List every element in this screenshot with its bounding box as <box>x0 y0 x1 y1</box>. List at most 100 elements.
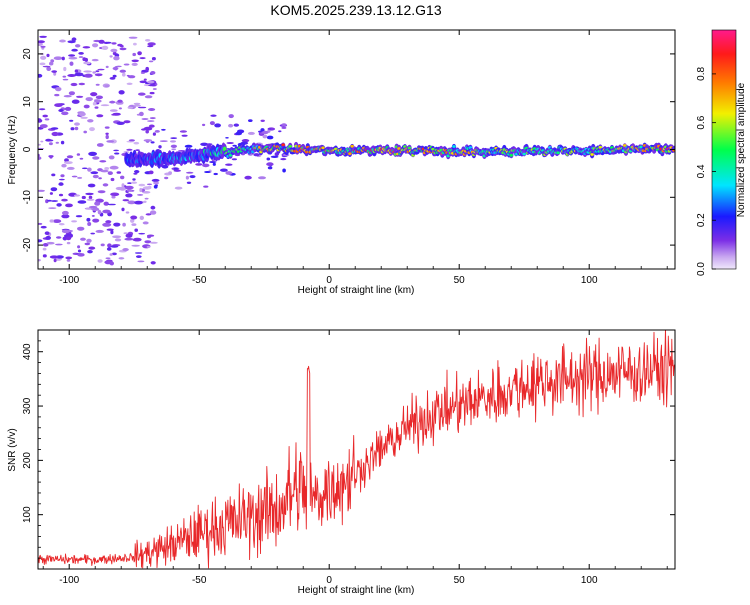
noise-speckle <box>94 73 103 77</box>
noise-speckle <box>100 243 105 247</box>
noise-speckle <box>98 177 102 180</box>
noise-speckle <box>158 145 162 149</box>
noise-speckle <box>62 75 67 78</box>
y-tick-label: -10 <box>22 190 33 205</box>
noise-speckle <box>137 194 144 196</box>
noise-speckle <box>119 69 127 73</box>
noise-speckle <box>106 247 112 251</box>
noise-speckle <box>62 210 69 216</box>
ridge-core <box>623 144 627 147</box>
noise-speckle <box>50 187 58 192</box>
noise-speckle <box>170 140 176 143</box>
noise-speckle <box>88 246 96 250</box>
noise-speckle <box>78 52 84 55</box>
ridge-core <box>321 146 325 150</box>
noise-speckle <box>152 88 157 90</box>
noise-speckle <box>108 155 115 160</box>
noise-speckle <box>130 218 135 223</box>
noise-speckle <box>90 171 99 175</box>
noise-speckle <box>59 39 66 43</box>
noise-speckle <box>62 236 68 241</box>
noise-speckle <box>55 243 63 246</box>
noise-speckle <box>63 66 67 72</box>
noise-speckle <box>39 124 48 129</box>
ridge-core <box>228 153 233 157</box>
colorbar-ticks: 0.0 0.2 0.4 0.6 0.8 <box>696 67 716 276</box>
noise-speckle <box>87 119 94 123</box>
noise-speckle <box>148 124 155 128</box>
noise-speckle <box>143 78 147 81</box>
spectrogram-y-ticks: -20 -10 0 10 20 <box>22 48 675 252</box>
noise-speckle <box>51 131 59 137</box>
noise-speckle <box>173 167 178 170</box>
noise-speckle <box>147 80 155 84</box>
noise-speckle <box>109 55 113 58</box>
noise-speckle <box>105 134 109 140</box>
noise-speckle <box>80 237 86 241</box>
noise-speckle <box>75 215 83 218</box>
noise-speckle <box>203 185 209 188</box>
noise-speckle <box>70 82 78 87</box>
noise-speckle <box>46 66 52 71</box>
noise-speckle <box>133 102 141 105</box>
noise-speckle <box>134 228 138 232</box>
noise-speckle <box>173 169 181 172</box>
noise-speckle <box>209 161 217 163</box>
noise-speckle <box>56 203 62 207</box>
noise-speckle <box>138 183 146 187</box>
ridge-core <box>522 152 526 156</box>
noise-speckle <box>145 213 152 216</box>
noise-speckle <box>61 56 65 61</box>
noise-speckle <box>91 58 99 62</box>
noise-speckle <box>42 243 49 247</box>
colorbar-label: Normalized spectral amplitude <box>736 82 747 217</box>
noise-speckle <box>92 43 99 48</box>
noise-speckle <box>110 48 118 53</box>
noise-speckle <box>107 171 113 176</box>
noise-speckle <box>281 123 287 127</box>
noise-speckle <box>147 183 152 186</box>
noise-speckle <box>86 238 92 243</box>
noise-speckle <box>40 225 47 229</box>
noise-speckle <box>40 45 46 48</box>
y-tick-label: 300 <box>22 397 33 414</box>
noise-speckle <box>143 126 153 131</box>
noise-speckle <box>136 255 142 258</box>
noise-speckle <box>139 57 146 60</box>
noise-speckle <box>38 40 45 44</box>
noise-speckle <box>179 130 187 133</box>
noise-speckle <box>92 218 100 223</box>
noise-speckle <box>202 123 206 127</box>
noise-speckle <box>266 135 274 140</box>
noise-speckle <box>119 45 124 48</box>
noise-speckle <box>184 144 193 148</box>
noise-speckle <box>235 131 242 136</box>
noise-speckle <box>140 71 145 74</box>
noise-speckle <box>131 62 138 66</box>
noise-speckle <box>91 215 95 217</box>
noise-speckle <box>220 168 228 172</box>
noise-speckle <box>109 77 116 80</box>
noise-speckle <box>77 249 82 253</box>
noise-speckle <box>66 155 74 159</box>
noise-speckle <box>164 176 169 180</box>
noise-speckle <box>225 137 229 139</box>
noise-speckle <box>80 116 88 119</box>
noise-speckle <box>63 95 72 98</box>
noise-speckle <box>110 177 115 182</box>
noise-speckle <box>77 253 85 257</box>
noise-speckle <box>149 210 157 215</box>
noise-speckle <box>83 70 92 73</box>
noise-speckle <box>49 61 54 66</box>
colorbar-tick-label: 0.4 <box>696 164 707 178</box>
noise-speckle <box>83 61 91 65</box>
noise-speckle <box>83 104 90 109</box>
noise-speckle <box>186 181 192 184</box>
ridge-core <box>288 145 293 148</box>
noise-speckle <box>71 220 78 223</box>
noise-speckle <box>75 44 81 48</box>
noise-speckle <box>94 99 102 103</box>
noise-speckle <box>102 222 112 227</box>
noise-speckle <box>59 178 65 181</box>
ridge-core <box>348 152 352 156</box>
